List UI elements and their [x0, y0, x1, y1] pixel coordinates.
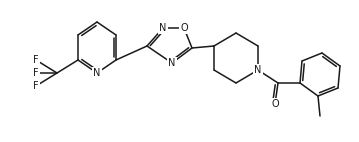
- Text: F: F: [33, 68, 39, 78]
- Text: N: N: [254, 65, 262, 75]
- Text: O: O: [271, 99, 279, 109]
- Text: F: F: [33, 81, 39, 91]
- Text: O: O: [180, 23, 188, 33]
- Text: N: N: [168, 58, 176, 68]
- Text: N: N: [159, 23, 167, 33]
- Text: F: F: [33, 55, 39, 65]
- Text: N: N: [93, 68, 101, 78]
